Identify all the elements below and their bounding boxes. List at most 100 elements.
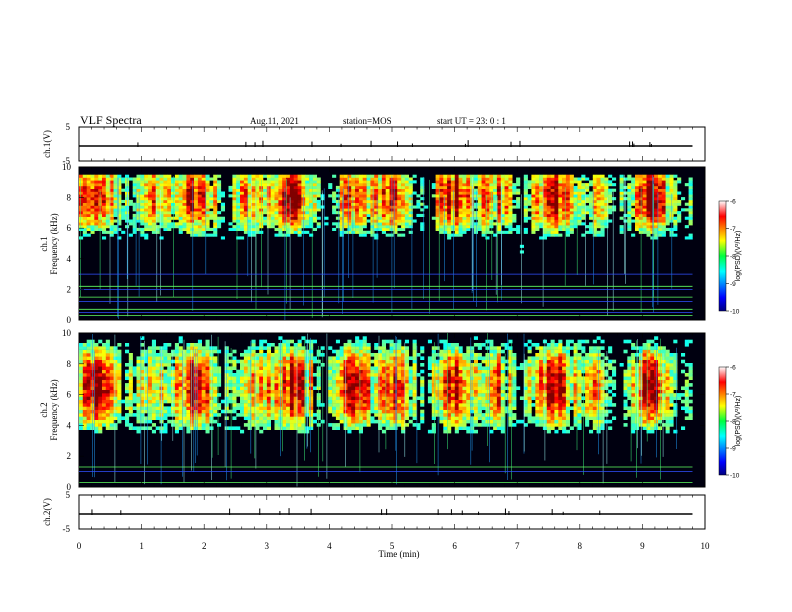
- ch2-cell: [151, 376, 156, 380]
- ch1-cell: [638, 177, 643, 181]
- ch1-cell: [335, 216, 340, 220]
- ch2-cell: [370, 399, 375, 404]
- ch2-cell: [163, 396, 168, 400]
- ch2-cell: [389, 366, 394, 370]
- ch2-cell: [270, 353, 275, 357]
- ch1-cell: [516, 180, 521, 184]
- ch2-cell: [420, 386, 425, 390]
- ch1-cell: [278, 180, 283, 184]
- ch1-cell: [190, 208, 195, 212]
- ch2-cell: [335, 359, 340, 364]
- ch1-cell: [316, 177, 321, 181]
- ch1-cell: [535, 211, 540, 215]
- ch2-cell: [274, 376, 279, 380]
- ch2-cell: [217, 349, 222, 354]
- ch1-cell: [82, 197, 87, 201]
- ch1-cell: [550, 188, 555, 192]
- ch2-cell: [335, 376, 340, 380]
- ch1-cell: [136, 199, 141, 203]
- ch2-cell: [255, 403, 260, 407]
- ch1-cell: [635, 225, 640, 229]
- ch1-cell: [362, 180, 367, 184]
- ch2-cell: [389, 376, 394, 380]
- ch2-cell: [132, 366, 137, 370]
- ch2-cell: [163, 343, 168, 347]
- ch2-cell: [351, 419, 356, 424]
- ch1-cell: [539, 191, 544, 195]
- ch2-cell: [232, 383, 237, 387]
- ch1-cell: [274, 188, 279, 192]
- ch1-cell: [282, 177, 287, 181]
- ch2-cell: [289, 406, 294, 410]
- ch1-cell: [535, 222, 540, 226]
- ch1-cell: [539, 222, 544, 226]
- ch2-cell: [282, 346, 287, 350]
- ch1-cell: [297, 177, 302, 181]
- ch1-cell: [105, 205, 110, 209]
- ch1-cell: [270, 174, 275, 178]
- ch2-cell: [297, 356, 302, 360]
- ch1-cell: [450, 174, 455, 178]
- ch2-cell: [427, 389, 432, 394]
- ch1-cell: [381, 213, 386, 217]
- ch1-cell: [347, 230, 352, 234]
- ch1-cell: [259, 208, 264, 212]
- ch2-cell: [243, 406, 248, 410]
- ch2-cell: [309, 416, 314, 420]
- ch1-cell: [489, 194, 494, 198]
- ch1-cell: [109, 225, 114, 229]
- ch2-cell: [339, 409, 344, 414]
- ch1-cell: [136, 180, 141, 184]
- ch1-cell: [684, 202, 689, 206]
- ch2-cell: [270, 406, 275, 410]
- ch1-cell: [688, 188, 693, 192]
- ch1-cell: [358, 199, 363, 203]
- ch2-cell: [155, 379, 160, 384]
- ch2-cell: [201, 396, 206, 400]
- ch2-cell: [412, 403, 417, 407]
- ch2-cell: [389, 403, 394, 407]
- ch2-cell: [286, 363, 291, 367]
- ch1-cell: [458, 183, 463, 187]
- ch1-cell: [289, 208, 294, 212]
- ch2-cell: [259, 423, 264, 427]
- ch2-cell: [393, 386, 398, 390]
- ch1-cell: [677, 211, 682, 215]
- ch1-cell: [473, 225, 478, 229]
- ch2-cell: [289, 363, 294, 367]
- ch2-cell: [128, 403, 133, 407]
- ch1-cell: [542, 216, 547, 220]
- ch1-cell: [401, 225, 406, 229]
- ch2-cell: [309, 386, 314, 390]
- ch1-cell: [286, 177, 291, 181]
- ch1-cell: [546, 177, 551, 181]
- ch1-cell: [673, 191, 678, 195]
- ch1-cell: [355, 185, 360, 189]
- ch2-cell: [274, 386, 279, 390]
- ch1-cell: [305, 225, 310, 229]
- ch1-cell: [243, 213, 248, 217]
- ch1-cell: [596, 225, 601, 229]
- ch1-cell: [274, 185, 279, 189]
- ch1-cell: [604, 177, 609, 181]
- ch1-cell: [312, 219, 317, 223]
- ch2-cell: [362, 416, 367, 420]
- ch1-cell: [562, 219, 567, 223]
- ch2-cell: [301, 369, 306, 374]
- ch1-cell: [608, 197, 613, 201]
- ch1-cell: [665, 205, 670, 209]
- ch2-cell: [374, 393, 379, 397]
- ch1-cell: [201, 185, 206, 189]
- ch2-cell: [389, 393, 394, 397]
- ch1-cell: [665, 213, 670, 217]
- ch1-cell: [562, 177, 567, 181]
- ch1-cell: [550, 197, 555, 201]
- ch1-cell: [178, 197, 183, 201]
- ch1-spectrogram-marks: [79, 167, 705, 320]
- ch1-cell: [378, 216, 383, 220]
- ch2-cell: [151, 363, 156, 367]
- ch1-cell: [358, 213, 363, 217]
- ch1-cell: [673, 216, 678, 220]
- ch2-cell: [251, 406, 256, 410]
- ch1-cell: [635, 202, 640, 206]
